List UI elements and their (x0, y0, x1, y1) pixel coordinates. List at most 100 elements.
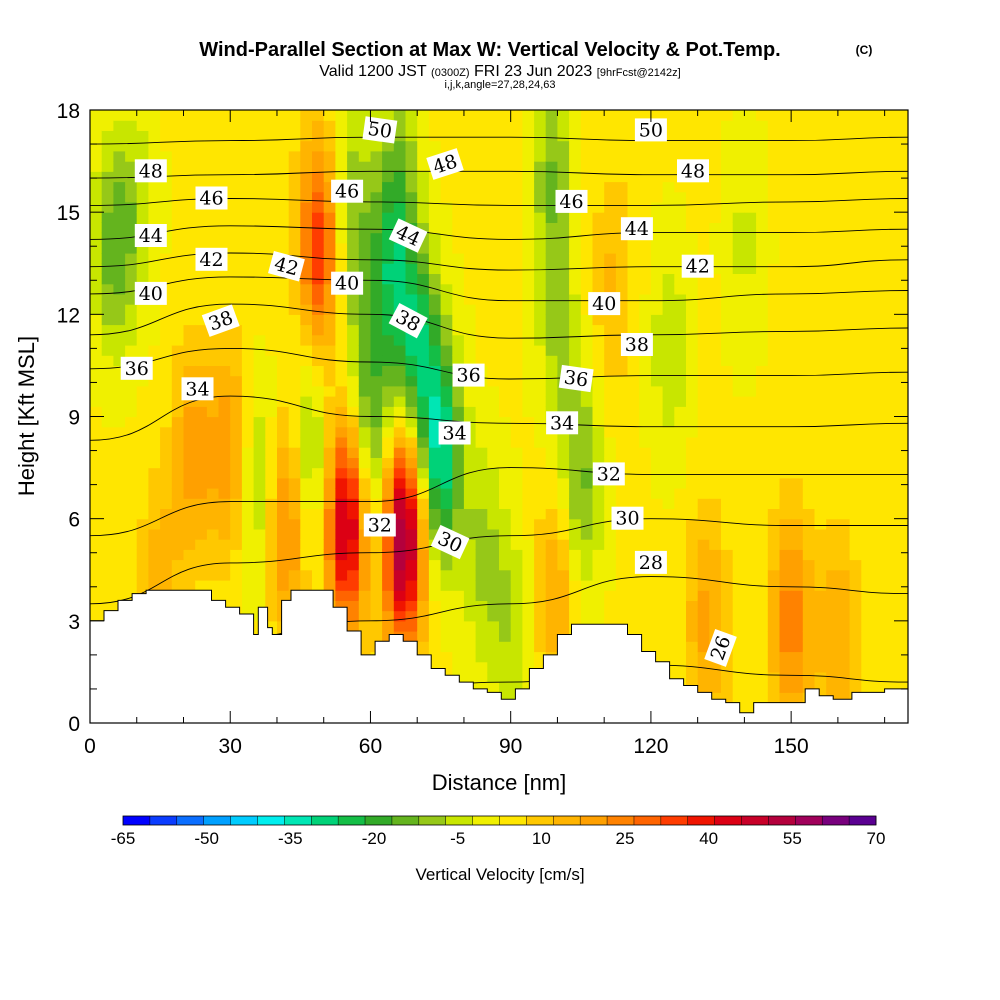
field-cell (545, 140, 558, 152)
field-cell (884, 130, 897, 142)
field-cell (440, 457, 453, 469)
field-cell (312, 273, 325, 285)
field-cell (440, 293, 453, 305)
field-cell (312, 498, 325, 509)
field-cell (639, 365, 652, 377)
field-cell (183, 559, 196, 571)
field-cell (218, 355, 231, 366)
field-cell (650, 304, 664, 315)
field-cell (534, 590, 547, 601)
field-cell (697, 201, 710, 213)
field-cell (206, 488, 220, 499)
field-cell (732, 590, 745, 601)
field-cell (639, 273, 652, 285)
field-cell (288, 161, 301, 172)
field-cell (592, 385, 605, 397)
field-cell (884, 498, 897, 509)
field-cell (744, 467, 757, 479)
field-cell (756, 467, 769, 479)
field-cell (802, 518, 816, 530)
field-cell (499, 498, 512, 509)
field-cell (90, 120, 103, 131)
field-cell (569, 161, 582, 172)
field-cell (837, 447, 851, 458)
field-cell (475, 406, 488, 418)
field-cell (323, 334, 336, 346)
field-cell (160, 457, 173, 469)
field-cell (639, 385, 652, 397)
field-cell (545, 273, 558, 285)
field-cell (849, 293, 862, 305)
field-cell (756, 396, 769, 407)
field-cell (230, 222, 243, 234)
field-cell (160, 150, 173, 162)
field-cell (802, 263, 816, 274)
field-cell (896, 150, 908, 162)
field-cell (709, 263, 722, 274)
field-cell (358, 569, 372, 581)
field-cell (463, 212, 477, 223)
field-cell (849, 436, 862, 448)
field-cell (206, 426, 220, 438)
field-cell (218, 569, 231, 581)
field-cell (697, 365, 710, 377)
field-cell (171, 539, 185, 550)
field-cell (604, 375, 617, 387)
field-cell (615, 304, 629, 315)
field-cell (312, 477, 325, 489)
field-cell (884, 620, 897, 632)
field-cell (113, 355, 126, 366)
field-cell (639, 436, 652, 448)
field-cell (779, 150, 792, 162)
field-cell (323, 355, 336, 366)
field-cell (732, 232, 745, 244)
field-cell (510, 314, 523, 326)
field-cell (662, 120, 675, 131)
field-cell (195, 406, 208, 418)
field-cell (382, 559, 395, 571)
field-cell (872, 283, 886, 295)
field-cell (837, 477, 851, 489)
field-cell (440, 283, 453, 295)
field-cell (522, 263, 535, 274)
field-cell (382, 569, 395, 581)
field-cell (463, 477, 477, 489)
field-cell (335, 549, 348, 561)
field-cell (125, 416, 138, 428)
field-cell (522, 120, 535, 131)
field-cell (639, 253, 652, 264)
field-cell (218, 222, 231, 234)
field-cell (323, 488, 336, 499)
field-cell (171, 140, 185, 152)
field-cell (323, 212, 336, 223)
field-cell (183, 518, 196, 530)
field-cell (686, 140, 699, 152)
field-cell (522, 508, 535, 520)
field-cell (697, 559, 710, 571)
field-cell (627, 447, 640, 458)
field-cell (393, 488, 407, 499)
field-cell (347, 201, 360, 213)
field-cell (440, 201, 453, 213)
field-cell (662, 590, 675, 601)
field-cell (452, 447, 465, 458)
field-cell (499, 212, 512, 223)
field-cell (767, 661, 781, 673)
field-cell (884, 110, 897, 121)
field-cell (253, 518, 266, 530)
field-cell (487, 416, 500, 428)
field-cell (639, 610, 652, 622)
field-cell (791, 324, 804, 336)
field-cell (896, 365, 908, 377)
field-cell (277, 345, 290, 356)
field-cell (487, 467, 500, 479)
field-cell (802, 641, 816, 653)
field-cell (160, 263, 173, 274)
field-cell (393, 620, 407, 632)
field-cell (370, 283, 383, 295)
field-cell (896, 508, 908, 520)
field-cell (896, 345, 908, 356)
field-cell (592, 314, 605, 326)
field-cell (791, 293, 804, 305)
field-cell (510, 508, 523, 520)
